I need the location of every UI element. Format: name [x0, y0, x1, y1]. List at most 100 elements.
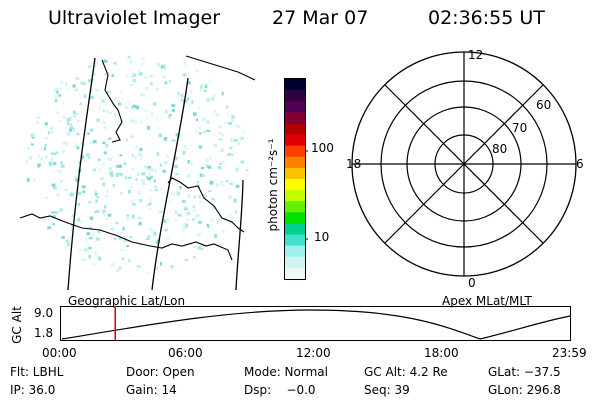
emission-dot	[174, 156, 178, 160]
sequence-number: Seq: 39	[364, 383, 410, 397]
emission-dot	[182, 150, 186, 155]
emission-dot	[126, 214, 130, 217]
emission-dot	[173, 266, 178, 269]
emission-dot	[119, 191, 123, 195]
emission-dot	[153, 179, 156, 183]
emission-dot	[26, 178, 30, 182]
geo-longitude: GLon: 296.8	[488, 383, 561, 397]
emission-dot	[44, 137, 48, 140]
emission-dot	[92, 168, 97, 172]
emission-dot	[103, 59, 108, 63]
emission-dot	[166, 237, 170, 240]
emission-dot	[156, 239, 161, 243]
emission-dot	[187, 160, 190, 164]
emission-dot	[94, 199, 99, 204]
emission-dot	[134, 145, 138, 150]
colorbar-segment	[285, 245, 305, 258]
emission-dot	[175, 211, 179, 215]
emission-dot	[217, 166, 222, 169]
altitude-plot	[60, 306, 571, 341]
emission-dot	[186, 218, 189, 221]
colorbar-segment	[285, 234, 305, 247]
emission-dot	[77, 202, 81, 206]
emission-dot	[234, 124, 238, 127]
emission-dot	[89, 140, 93, 144]
emission-dot	[54, 210, 59, 215]
emission-dot	[79, 141, 83, 146]
emission-dot	[103, 151, 107, 155]
emission-dot	[130, 135, 134, 138]
emission-dot	[192, 218, 195, 221]
colorbar-border	[284, 78, 306, 280]
emission-dot	[213, 143, 217, 148]
emission-dot	[115, 221, 119, 225]
colorbar-segment	[285, 79, 305, 91]
emission-dot	[180, 265, 185, 269]
emission-dot	[164, 228, 168, 232]
emission-dot	[134, 120, 137, 124]
emission-dot	[102, 141, 106, 145]
emission-dot	[69, 123, 73, 127]
emission-dot	[168, 115, 172, 119]
emission-dot	[82, 190, 86, 194]
emission-dot	[122, 226, 125, 231]
emission-dot	[38, 154, 41, 159]
emission-dot	[42, 218, 45, 222]
emission-dot	[134, 155, 137, 160]
emission-dot	[52, 223, 55, 226]
emission-dot	[64, 188, 68, 192]
emission-dot	[78, 249, 82, 252]
geographic-caption: Geographic Lat/Lon	[68, 294, 186, 308]
emission-dot	[104, 72, 107, 76]
emission-dot	[146, 126, 151, 130]
emission-dot	[170, 265, 174, 269]
emission-dot	[60, 161, 63, 164]
emission-dot	[183, 61, 187, 66]
emission-dot	[219, 150, 223, 153]
emission-dot	[67, 197, 71, 200]
emission-dot	[129, 60, 133, 64]
emission-dot	[155, 266, 159, 270]
emission-dot	[193, 195, 197, 198]
emission-dot	[61, 236, 65, 239]
emission-dot	[235, 167, 239, 172]
emission-dot	[196, 118, 199, 122]
emission-dot	[195, 214, 198, 218]
emission-dot	[147, 235, 151, 238]
emission-dot	[109, 171, 114, 175]
emission-dot	[97, 229, 102, 234]
emission-dot	[165, 155, 170, 158]
emission-dot	[149, 82, 153, 86]
emission-dot	[120, 172, 123, 177]
emission-dot	[140, 62, 144, 66]
emission-dot	[125, 106, 129, 109]
emission-dot	[174, 209, 177, 213]
emission-dot	[75, 77, 80, 80]
emission-dot	[183, 145, 187, 148]
colorbar-unit-label: photon cm⁻²s⁻¹	[266, 138, 280, 232]
emission-dot	[53, 186, 57, 190]
emission-dot	[229, 182, 233, 185]
emission-dot	[72, 127, 76, 132]
emission-dot	[189, 90, 193, 94]
emission-dot	[33, 178, 36, 182]
emission-dot	[69, 192, 74, 197]
emission-dot	[138, 221, 142, 226]
emission-dot	[98, 158, 101, 161]
emission-dot	[113, 62, 117, 65]
emission-dot	[137, 216, 141, 220]
emission-dot	[179, 185, 182, 190]
emission-dot	[132, 73, 137, 78]
emission-dot	[45, 156, 48, 159]
emission-dot	[80, 220, 83, 224]
emission-dot	[155, 241, 158, 244]
mlat-label-80: 80	[492, 142, 508, 156]
colorbar-segment	[285, 112, 305, 124]
coastline-3	[19, 213, 233, 261]
emission-dot	[208, 190, 212, 193]
emission-dot	[50, 152, 53, 155]
emission-dot	[198, 125, 202, 130]
emission-dot	[51, 211, 55, 214]
emission-dot	[92, 139, 97, 144]
emission-dot	[181, 59, 186, 62]
